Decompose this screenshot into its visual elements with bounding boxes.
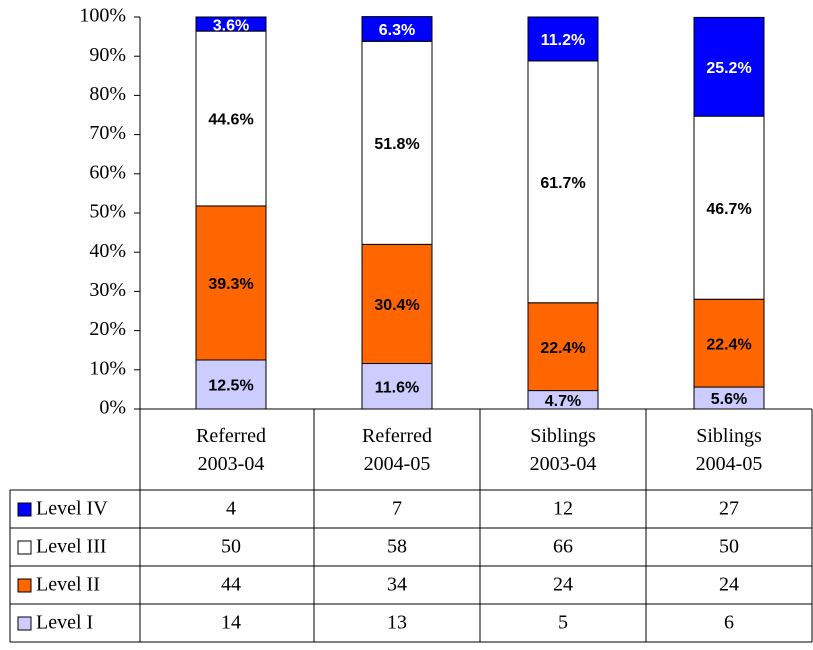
- legend-label: Level I: [36, 612, 93, 634]
- table-value: 5: [558, 612, 568, 634]
- table-value: 34: [387, 574, 407, 596]
- y-tick-label: 20%: [89, 318, 126, 340]
- value-label: 11.2%: [541, 32, 585, 49]
- y-tick-label: 30%: [89, 279, 126, 301]
- legend-label: Level III: [36, 536, 107, 558]
- value-label: 4.7%: [545, 393, 581, 410]
- x-tick-label: Siblings 2003-04: [530, 425, 597, 475]
- y-tick-label: 100%: [79, 5, 126, 27]
- table-value: 50: [719, 536, 739, 558]
- value-label: 5.6%: [711, 391, 747, 408]
- y-tick-label: 0%: [99, 397, 126, 419]
- table-value: 7: [392, 498, 402, 520]
- bar-segment: [361, 16, 433, 42]
- bar-segment: [361, 243, 433, 365]
- x-tick-label: Referred 2003-04: [196, 425, 266, 475]
- table-value: 66: [553, 536, 573, 558]
- value-label: 3.6%: [213, 17, 249, 34]
- bar-segment: [195, 16, 267, 32]
- table-value: 27: [719, 498, 739, 520]
- value-label: 61.7%: [540, 175, 585, 192]
- value-label: 11.6%: [375, 379, 419, 396]
- value-label: 22.4%: [540, 340, 585, 357]
- x-tick-label: Siblings 2004-05: [696, 425, 763, 475]
- table-value: 6: [724, 612, 734, 634]
- legend-label: Level II: [36, 574, 100, 596]
- table-value: 14: [221, 612, 241, 634]
- legend-swatch: [17, 578, 32, 593]
- bar-segment: [361, 40, 433, 245]
- table-value: 44: [221, 574, 241, 596]
- y-tick-label: 10%: [89, 357, 126, 379]
- bar-segment: [195, 205, 267, 361]
- value-label: 22.4%: [706, 336, 751, 353]
- bar-segment: [195, 359, 267, 410]
- table-value: 13: [387, 612, 407, 634]
- value-label: 44.6%: [208, 112, 253, 129]
- value-label: 12.5%: [208, 378, 253, 395]
- table-value: 50: [221, 536, 241, 558]
- y-tick-label: 90%: [89, 44, 126, 66]
- y-tick-label: 50%: [89, 201, 126, 223]
- table-value: 58: [387, 536, 407, 558]
- value-label: 51.8%: [374, 136, 419, 153]
- table-value: 12: [553, 498, 573, 520]
- bar-segment: [527, 60, 599, 304]
- bar-segment: [693, 115, 765, 300]
- legend-swatch: [17, 502, 32, 517]
- table-value: 4: [226, 498, 236, 520]
- y-tick-label: 70%: [89, 122, 126, 144]
- bar-segment: [361, 363, 433, 410]
- y-tick-label: 60%: [89, 161, 126, 183]
- table-value: 24: [719, 574, 739, 596]
- value-label: 6.3%: [379, 22, 415, 39]
- value-label: 30.4%: [374, 297, 419, 314]
- bar-segment: [527, 16, 599, 62]
- y-tick-label: 40%: [89, 240, 126, 262]
- legend-swatch: [17, 616, 32, 631]
- value-label: 39.3%: [208, 276, 253, 293]
- value-label: 46.7%: [706, 201, 751, 218]
- bar-segment: [693, 298, 765, 388]
- x-tick-label: Referred 2004-05: [362, 425, 432, 475]
- value-label: 25.2%: [706, 60, 751, 77]
- legend-label: Level IV: [36, 498, 108, 520]
- legend-swatch: [17, 540, 32, 555]
- bar-segment: [693, 16, 765, 117]
- y-tick-label: 80%: [89, 83, 126, 105]
- table-value: 24: [553, 574, 573, 596]
